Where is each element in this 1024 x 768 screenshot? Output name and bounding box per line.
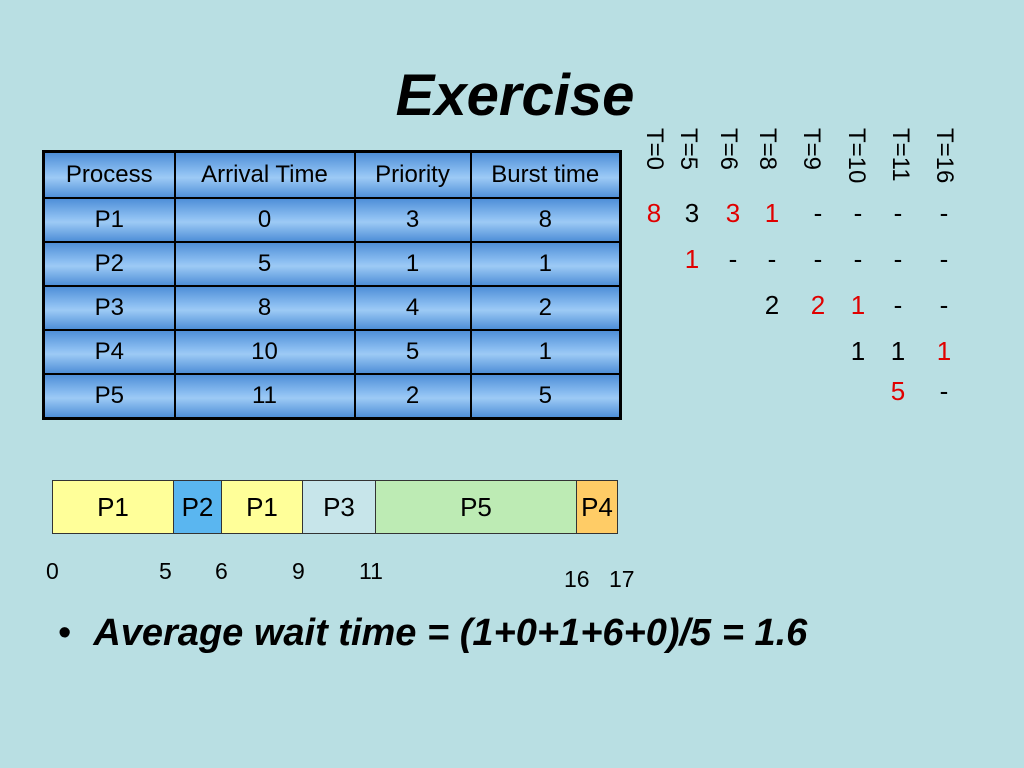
- bullet-text: Average wait time = (1+0+1+6+0)/5 = 1.6: [93, 612, 808, 654]
- gantt-tick: 11: [359, 558, 383, 584]
- cell-priority: 2: [353, 373, 472, 420]
- time-cell: -: [939, 198, 949, 228]
- cell-process: P3: [42, 285, 176, 331]
- cell-priority: 3: [353, 197, 472, 243]
- gantt-tick: 5: [159, 558, 172, 584]
- time-cell: 1: [850, 290, 866, 320]
- cell-process: P4: [42, 329, 176, 375]
- gantt-segment: P3: [302, 480, 376, 534]
- time-header: T=0: [641, 128, 668, 171]
- gantt-tick: 17: [609, 566, 635, 592]
- slide-title: Exercise: [395, 63, 635, 128]
- time-cell: 1: [764, 198, 780, 228]
- time-cell: -: [893, 198, 903, 228]
- cell-process: P5: [42, 373, 176, 420]
- gantt-tick: 6: [215, 558, 228, 584]
- time-header: T=6: [715, 128, 742, 171]
- time-cell: 2: [810, 290, 826, 320]
- cell-arrival: 8: [173, 285, 356, 331]
- gantt-segment: P2: [173, 480, 222, 534]
- cell-arrival: 0: [173, 197, 356, 243]
- table-row: P2 5 1 1: [42, 241, 622, 287]
- table-header-row: Process Arrival Time Priority Burst time: [42, 150, 622, 199]
- time-header: T=8: [754, 128, 781, 171]
- cell-burst: 5: [469, 373, 622, 420]
- time-cell: 3: [684, 198, 700, 228]
- cell-arrival: 10: [173, 329, 356, 375]
- header-priority: Priority: [353, 150, 472, 199]
- gantt-segment: P1: [221, 480, 303, 534]
- cell-burst: 1: [469, 241, 622, 287]
- time-cell: 1: [936, 336, 952, 366]
- time-cell: -: [939, 244, 949, 274]
- table-row: P5 11 2 5: [42, 373, 622, 420]
- gantt-tick: 16: [564, 566, 590, 592]
- time-cell: -: [853, 244, 863, 274]
- time-cell: 5: [890, 376, 906, 406]
- time-cell: 1: [684, 244, 700, 274]
- cell-arrival: 11: [173, 373, 356, 420]
- time-cell: -: [939, 376, 949, 406]
- bullet-dot-icon: •: [58, 612, 72, 654]
- average-wait-bullet: • Average wait time = (1+0+1+6+0)/5 = 1.6: [58, 612, 807, 655]
- time-cell: -: [853, 198, 863, 228]
- header-process: Process: [42, 150, 176, 199]
- cell-burst: 1: [469, 329, 622, 375]
- gantt-segment: P4: [576, 480, 618, 534]
- cell-priority: 4: [353, 285, 472, 331]
- header-burst-time: Burst time: [469, 150, 622, 199]
- gantt-tick: 9: [292, 558, 305, 584]
- table-row: P1 0 3 8: [42, 197, 622, 243]
- cell-process: P1: [42, 197, 176, 243]
- time-cell: -: [893, 244, 903, 274]
- time-header: T=5: [675, 128, 702, 171]
- gantt-segment: P1: [52, 480, 174, 534]
- time-cell: -: [813, 198, 823, 228]
- cell-priority: 1: [353, 241, 472, 287]
- time-cell: -: [767, 244, 777, 274]
- time-cell: 2: [764, 290, 780, 320]
- cell-process: P2: [42, 241, 176, 287]
- cell-burst: 8: [469, 197, 622, 243]
- time-header: T=9: [798, 128, 825, 171]
- time-header: T=11: [887, 128, 914, 182]
- header-arrival-time: Arrival Time: [173, 150, 356, 199]
- time-cell: 1: [850, 336, 866, 366]
- time-cell: -: [939, 290, 949, 320]
- time-cell: -: [893, 290, 903, 320]
- table-row: P4 10 5 1: [42, 329, 622, 375]
- time-cell: 1: [890, 336, 906, 366]
- process-table: Process Arrival Time Priority Burst time…: [42, 150, 622, 420]
- gantt-tick: 0: [46, 558, 59, 584]
- cell-arrival: 5: [173, 241, 356, 287]
- time-cell: -: [813, 244, 823, 274]
- time-cell: -: [728, 244, 738, 274]
- time-header: T=10: [843, 128, 870, 184]
- time-header: T=16: [931, 128, 958, 184]
- time-cell: 8: [646, 198, 662, 228]
- table-row: P3 8 4 2: [42, 285, 622, 331]
- time-cell: 3: [725, 198, 741, 228]
- cell-burst: 2: [469, 285, 622, 331]
- cell-priority: 5: [353, 329, 472, 375]
- gantt-segment: P5: [375, 480, 577, 534]
